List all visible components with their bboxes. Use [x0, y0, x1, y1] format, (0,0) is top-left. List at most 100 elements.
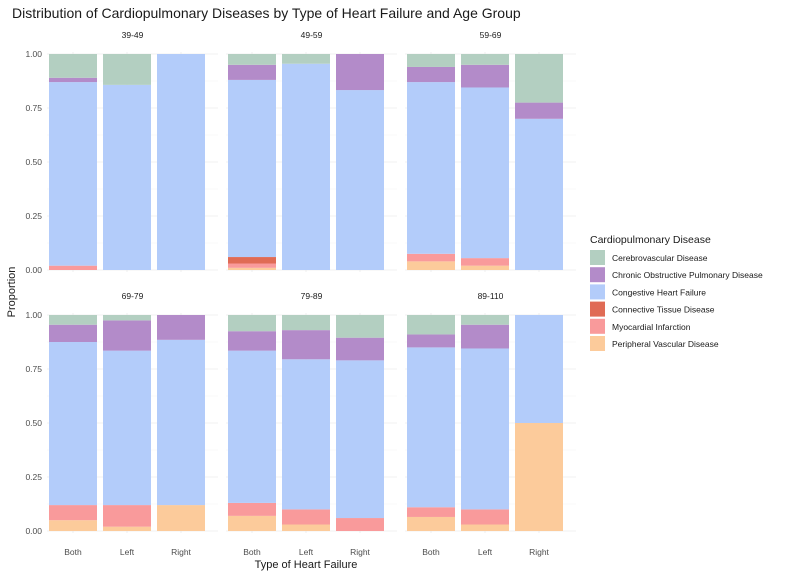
legend-item-congestive-heart-failure: Congestive Heart Failure	[590, 284, 706, 300]
legend-title: Cardiopulmonary Disease	[590, 234, 711, 246]
bar-segment-69-79-left-peripheral-vascular-disease	[103, 526, 151, 531]
bar-segment-59-69-left-myocardial-infarction	[461, 258, 509, 266]
y-tick-label: 0.50	[25, 418, 42, 428]
facet-panels: 39-49 0.00 0.25 0.50 0.75 1.00 49-59 59-69 69-79…	[25, 30, 576, 557]
bar-segment-59-69-left-cerebrovascular-disease	[461, 54, 509, 65]
bar-segment-89-110-right-peripheral-vascular-disease	[515, 423, 563, 531]
bar-segment-49-59-right-chronic-obstructive-pulmonary-disease	[336, 54, 384, 91]
facet-label-79-89: 79-89	[301, 291, 323, 301]
legend-item-myocardial-infarction: Myocardial Infarction	[590, 318, 691, 334]
facet-panel-39-49: 39-49 0.00 0.25 0.50 0.75 1.00	[25, 30, 218, 275]
bar-segment-69-79-left-chronic-obstructive-pulmonary-disease	[103, 320, 151, 351]
bar-segment-89-110-both-congestive-heart-failure	[407, 347, 455, 508]
x-tick-label-both: Both	[422, 547, 440, 557]
facet-panel-49-59: 49-59	[226, 30, 397, 272]
y-tick-label: 0.00	[25, 265, 42, 275]
facet-panel-89-110: 89-110 Both Left Right	[405, 291, 576, 557]
bar-segment-69-79-right-congestive-heart-failure	[157, 339, 205, 506]
y-axis-title: Proportion	[6, 267, 18, 318]
bar-segment-69-79-right-chronic-obstructive-pulmonary-disease	[157, 315, 205, 340]
y-tick-label: 0.75	[25, 103, 42, 113]
legend-swatch	[590, 250, 605, 265]
y-tick-label: 0.75	[25, 364, 42, 374]
x-tick-label-right: Right	[171, 547, 191, 557]
bar-segment-79-89-both-congestive-heart-failure	[228, 350, 276, 503]
bar-segment-89-110-left-myocardial-infarction	[461, 509, 509, 525]
chart-title: Distribution of Cardiopulmonary Diseases…	[12, 5, 521, 21]
bar-segment-79-89-left-cerebrovascular-disease	[282, 315, 330, 331]
bar-segment-59-69-right-cerebrovascular-disease	[515, 54, 563, 103]
bar-segment-49-59-right-congestive-heart-failure	[336, 90, 384, 271]
x-tick-label-left: Left	[478, 547, 493, 557]
bar-segment-79-89-both-myocardial-infarction	[228, 502, 276, 516]
bar-segment-69-79-left-myocardial-infarction	[103, 505, 151, 527]
x-tick-label-right: Right	[350, 547, 370, 557]
bar-segment-59-69-both-chronic-obstructive-pulmonary-disease	[407, 66, 455, 83]
legend-item-peripheral-vascular-disease: Peripheral Vascular Disease	[590, 336, 719, 351]
bar-segment-39-49-right-congestive-heart-failure	[157, 54, 205, 270]
bar-segment-69-79-both-chronic-obstructive-pulmonary-disease	[49, 324, 97, 342]
facet-panel-79-89: 79-89 Both Left Right	[226, 291, 397, 557]
legend-label: Connective Tissue Disease	[612, 305, 715, 315]
bar-segment-89-110-left-cerebrovascular-disease	[461, 315, 509, 325]
bar-segment-59-69-left-congestive-heart-failure	[461, 87, 509, 259]
legend-label: Congestive Heart Failure	[612, 287, 706, 297]
bar-segment-89-110-left-congestive-heart-failure	[461, 348, 509, 510]
bar-segment-49-59-both-myocardial-infarction	[228, 263, 276, 268]
legend-swatch	[590, 267, 605, 283]
bar-segment-49-59-both-congestive-heart-failure	[228, 79, 276, 258]
bar-segment-69-79-both-cerebrovascular-disease	[49, 315, 97, 325]
bar-segment-79-89-left-congestive-heart-failure	[282, 359, 330, 510]
bar-segment-79-89-right-cerebrovascular-disease	[336, 315, 384, 338]
bar-segment-79-89-right-myocardial-infarction	[336, 518, 384, 531]
bar-segment-69-79-both-congestive-heart-failure	[49, 342, 97, 506]
y-tick-label: 0.25	[25, 211, 42, 221]
facet-panel-59-69: 59-69	[405, 30, 576, 272]
facet-label-89-110: 89-110	[478, 291, 504, 301]
bar-segment-59-69-both-peripheral-vascular-disease	[407, 261, 455, 270]
bar-segment-49-59-left-congestive-heart-failure	[282, 63, 330, 270]
bar-segment-79-89-both-chronic-obstructive-pulmonary-disease	[228, 331, 276, 351]
bar-segment-59-69-both-cerebrovascular-disease	[407, 54, 455, 67]
bar-segment-89-110-both-chronic-obstructive-pulmonary-disease	[407, 334, 455, 348]
legend-label: Peripheral Vascular Disease	[612, 339, 719, 349]
facet-label-49-59: 49-59	[301, 30, 323, 40]
y-tick-label: 1.00	[25, 310, 42, 320]
bar-segment-79-89-right-congestive-heart-failure	[336, 360, 384, 519]
legend-item-cerebrovascular-disease: Cerebrovascular Disease	[590, 250, 708, 265]
legend-item-connective-tissue-disease: Connective Tissue Disease	[590, 301, 715, 317]
bar-segment-39-49-left-congestive-heart-failure	[103, 84, 151, 270]
legend-swatch	[590, 284, 605, 300]
bar-segment-59-69-left-peripheral-vascular-disease	[461, 265, 509, 270]
legend-swatch	[590, 336, 605, 351]
bar-segment-49-59-left-cerebrovascular-disease	[282, 54, 330, 64]
bar-segment-69-79-left-cerebrovascular-disease	[103, 315, 151, 321]
y-tick-label: 1.00	[25, 49, 42, 59]
bar-segment-49-59-both-cerebrovascular-disease	[228, 54, 276, 65]
bar-segment-79-89-right-chronic-obstructive-pulmonary-disease	[336, 337, 384, 361]
bar-segment-79-89-left-peripheral-vascular-disease	[282, 524, 330, 531]
bar-segment-59-69-both-congestive-heart-failure	[407, 82, 455, 254]
x-axis-title: Type of Heart Failure	[255, 559, 358, 571]
legend-swatch	[590, 318, 605, 334]
bar-segment-89-110-both-peripheral-vascular-disease	[407, 516, 455, 531]
bar-segment-69-79-both-myocardial-infarction	[49, 505, 97, 521]
bar-segment-39-49-both-cerebrovascular-disease	[49, 54, 97, 78]
bar-segment-39-49-both-congestive-heart-failure	[49, 82, 97, 266]
x-tick-label-right: Right	[529, 547, 549, 557]
legend-swatch	[590, 301, 605, 317]
legend-items: Cerebrovascular Disease Chronic Obstructi…	[590, 250, 763, 351]
legend-label: Myocardial Infarction	[612, 322, 691, 332]
legend-label: Cerebrovascular Disease	[612, 253, 708, 263]
bar-segment-39-49-left-cerebrovascular-disease	[103, 54, 151, 85]
bar-segment-69-79-right-peripheral-vascular-disease	[157, 505, 205, 531]
x-tick-label-both: Both	[64, 547, 82, 557]
bar-segment-89-110-both-myocardial-infarction	[407, 507, 455, 517]
bar-segment-79-89-left-chronic-obstructive-pulmonary-disease	[282, 330, 330, 360]
y-tick-label: 0.50	[25, 157, 42, 167]
x-tick-label-both: Both	[243, 547, 261, 557]
x-tick-label-left: Left	[299, 547, 314, 557]
bar-segment-49-59-both-connective-tissue-disease	[228, 257, 276, 264]
y-tick-label: 0.25	[25, 472, 42, 482]
bar-segment-89-110-left-chronic-obstructive-pulmonary-disease	[461, 324, 509, 349]
